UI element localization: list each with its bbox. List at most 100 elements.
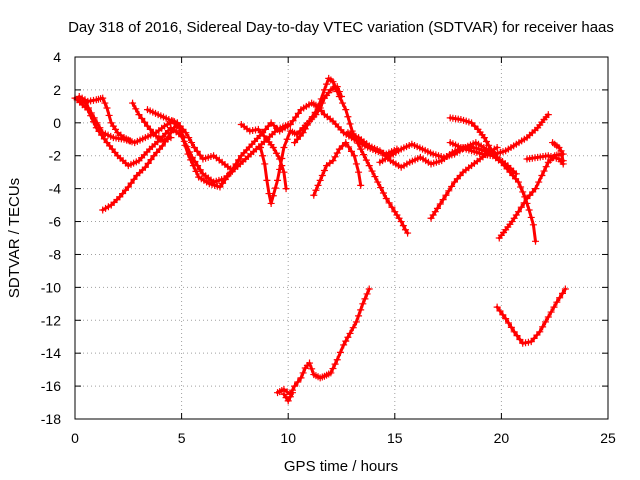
data-point [126, 137, 134, 145]
series-track-9 [291, 74, 412, 237]
x-tick-label: 5 [178, 430, 186, 446]
data-point [346, 329, 354, 337]
data-point [365, 162, 373, 170]
data-point [284, 397, 292, 405]
data-point [329, 78, 337, 86]
grid-lines [75, 57, 608, 419]
data-point [520, 199, 528, 207]
data-point [87, 112, 95, 120]
data-point [377, 184, 385, 192]
data-point [514, 178, 522, 186]
data-point [493, 153, 501, 161]
series-track-6 [143, 106, 235, 173]
x-tick-label: 25 [600, 430, 616, 446]
data-point [329, 365, 337, 373]
data-point [301, 125, 309, 133]
data-point [349, 324, 357, 332]
data-point [355, 312, 363, 320]
data-point [308, 365, 316, 373]
data-point [513, 332, 521, 340]
data-point [101, 99, 109, 107]
x-tick-label: 15 [387, 430, 403, 446]
data-point [333, 88, 341, 96]
data-point [271, 184, 279, 192]
data-point [517, 203, 525, 211]
data-point [340, 341, 348, 349]
series-track-5 [129, 99, 175, 145]
data-point [559, 289, 567, 297]
data-point [357, 306, 365, 314]
x-tick-label: 10 [280, 430, 296, 446]
data-point [525, 206, 533, 214]
data-point [130, 175, 138, 183]
data-point [84, 106, 92, 114]
data-point [445, 187, 453, 195]
data-point [312, 186, 320, 194]
data-point [561, 285, 569, 293]
data-point [331, 83, 339, 91]
data-point [297, 374, 305, 382]
data-point [519, 188, 527, 196]
data-point [342, 139, 350, 147]
data-point [95, 127, 103, 135]
data-point [314, 181, 322, 189]
data-point [371, 173, 379, 181]
data-point [283, 135, 291, 143]
data-point [276, 155, 284, 163]
x-tick-label: 20 [494, 430, 510, 446]
y-axis-label: SDTVAR / TECUs [6, 178, 23, 298]
data-point [527, 213, 535, 221]
data-point [538, 171, 546, 179]
series-track-16 [495, 150, 567, 242]
data-point [219, 179, 227, 187]
data-point [299, 129, 307, 137]
data-point [355, 168, 363, 176]
data-point [544, 111, 552, 119]
data-point [346, 120, 354, 128]
data-point [235, 156, 243, 164]
data-point [147, 156, 155, 164]
data-point [294, 378, 302, 386]
data-point [496, 307, 504, 315]
data-point [350, 152, 358, 160]
data-point [141, 163, 149, 171]
data-point [135, 111, 143, 119]
data-point [320, 86, 328, 94]
data-point [329, 157, 337, 165]
data-point [536, 328, 544, 336]
data-point [284, 120, 292, 128]
data-point [540, 167, 548, 175]
data-point [280, 144, 288, 151]
data-point [323, 80, 331, 88]
data-point [280, 168, 288, 176]
data-point [541, 318, 549, 326]
data-point [517, 183, 525, 191]
data-point [382, 195, 390, 203]
data-point [103, 104, 111, 112]
data-point [272, 149, 280, 157]
data-point [316, 176, 324, 184]
data-point [185, 134, 193, 142]
data-point [539, 323, 547, 331]
data-point [265, 190, 273, 198]
data-point [448, 182, 456, 190]
data-point [129, 99, 137, 107]
series-track-8 [237, 120, 290, 193]
data-point [124, 183, 132, 191]
data-point [308, 113, 316, 121]
data-point [433, 204, 441, 212]
data-point [362, 156, 370, 164]
data-point [365, 285, 373, 293]
data-point [190, 144, 198, 151]
chart-title: Day 318 of 2016, Sidereal Day-to-day VTE… [68, 19, 614, 36]
y-tick-label: 0 [53, 115, 61, 131]
data-point [342, 337, 350, 345]
data-point [468, 119, 476, 127]
series-track-17 [523, 152, 567, 168]
data-point [306, 117, 314, 125]
data-point [388, 203, 396, 211]
series-track-21 [493, 285, 569, 347]
data-point [559, 160, 567, 168]
